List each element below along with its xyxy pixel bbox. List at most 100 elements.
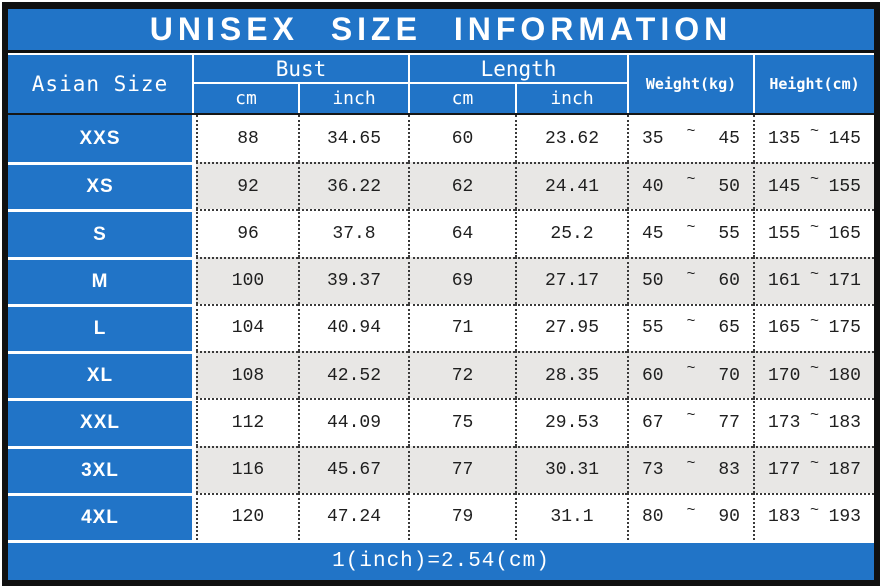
height-range: 135 ~ 145 <box>753 115 874 163</box>
size-label: S <box>8 209 192 257</box>
weight-max: 65 <box>718 318 740 339</box>
bust-inch-value: 40.94 <box>298 303 408 352</box>
height-min: 161 <box>768 271 801 292</box>
column-gap <box>192 162 196 210</box>
table-body: XXS 88 34.65 60 23.62 35 ~ 45 135 ~ 145 <box>8 115 874 540</box>
weight-min: 55 <box>642 318 664 339</box>
column-gap <box>192 445 196 493</box>
height-min: 135 <box>768 128 801 149</box>
column-gap <box>192 492 196 540</box>
header-length-cm: cm <box>410 84 515 113</box>
height-max: 187 <box>828 460 861 481</box>
tilde-glyph: ~ <box>809 501 819 519</box>
size-label: XL <box>8 351 192 399</box>
weight-max: 77 <box>718 412 740 433</box>
tilde-glyph: ~ <box>809 360 819 378</box>
tilde-glyph: ~ <box>686 501 696 519</box>
weight-min: 60 <box>642 365 664 386</box>
length-cm-value: 75 <box>408 398 515 446</box>
weight-range: 55 ~ 65 <box>627 303 753 352</box>
bust-cm-value: 96 <box>196 209 298 257</box>
size-label: L <box>8 303 192 352</box>
tilde-glyph: ~ <box>809 171 819 189</box>
table-row: 4XL 120 47.24 79 31.1 80 ~ 90 183 ~ 193 <box>8 492 874 540</box>
weight-range: 80 ~ 90 <box>627 492 753 540</box>
column-gap <box>192 256 196 304</box>
height-min: 177 <box>768 460 801 481</box>
size-label: 4XL <box>8 492 192 540</box>
table-row: XXS 88 34.65 60 23.62 35 ~ 45 135 ~ 145 <box>8 115 874 163</box>
table-row: S 96 37.8 64 25.2 45 ~ 55 155 ~ 165 <box>8 209 874 257</box>
tilde-glyph: ~ <box>809 312 819 330</box>
tilde-glyph: ~ <box>686 171 696 189</box>
bust-cm-value: 116 <box>196 445 298 493</box>
height-max: 193 <box>828 507 861 528</box>
length-cm-value: 72 <box>408 351 515 399</box>
length-cm-value: 69 <box>408 256 515 304</box>
tilde-glyph: ~ <box>809 265 819 283</box>
conversion-note: 1(inch)=2.54(cm) <box>8 540 874 580</box>
length-cm-value: 77 <box>408 445 515 493</box>
bust-inch-value: 45.67 <box>298 445 408 493</box>
tilde-glyph: ~ <box>686 123 696 141</box>
weight-max: 55 <box>718 224 740 245</box>
tilde-glyph: ~ <box>809 218 819 236</box>
height-min: 183 <box>768 507 801 528</box>
tilde-glyph: ~ <box>686 312 696 330</box>
table-row: M 100 39.37 69 27.17 50 ~ 60 161 ~ 171 <box>8 256 874 304</box>
weight-min: 35 <box>642 128 664 149</box>
height-range: 173 ~ 183 <box>753 398 874 446</box>
length-inch-value: 23.62 <box>515 115 627 163</box>
weight-max: 83 <box>718 460 740 481</box>
height-range: 145 ~ 155 <box>753 162 874 210</box>
tilde-glyph: ~ <box>809 123 819 141</box>
column-gap <box>192 209 196 257</box>
weight-min: 67 <box>642 412 664 433</box>
weight-range: 60 ~ 70 <box>627 351 753 399</box>
length-cm-value: 60 <box>408 115 515 163</box>
size-label: XS <box>8 162 192 210</box>
height-range: 165 ~ 175 <box>753 303 874 352</box>
bust-cm-value: 92 <box>196 162 298 210</box>
tilde-glyph: ~ <box>686 360 696 378</box>
chart-title: UNISEX SIZE INFORMATION <box>8 9 874 53</box>
header-bust-cm: cm <box>194 84 298 113</box>
column-gap <box>192 351 196 399</box>
length-inch-value: 25.2 <box>515 209 627 257</box>
tilde-glyph: ~ <box>809 454 819 472</box>
bust-cm-value: 88 <box>196 115 298 163</box>
length-cm-value: 79 <box>408 492 515 540</box>
bust-inch-value: 34.65 <box>298 115 408 163</box>
weight-range: 50 ~ 60 <box>627 256 753 304</box>
header-weight: Weight(kg) <box>629 55 753 113</box>
bust-cm-value: 104 <box>196 303 298 352</box>
height-max: 183 <box>828 412 861 433</box>
table-row: XS 92 36.22 62 24.41 40 ~ 50 145 ~ 155 <box>8 162 874 210</box>
weight-min: 50 <box>642 271 664 292</box>
length-inch-value: 29.53 <box>515 398 627 446</box>
weight-max: 50 <box>718 176 740 197</box>
weight-min: 73 <box>642 460 664 481</box>
length-cm-value: 64 <box>408 209 515 257</box>
table-row: L 104 40.94 71 27.95 55 ~ 65 165 ~ 175 <box>8 303 874 352</box>
bust-inch-value: 42.52 <box>298 351 408 399</box>
length-inch-value: 27.95 <box>515 303 627 352</box>
size-label: XXL <box>8 398 192 446</box>
weight-range: 40 ~ 50 <box>627 162 753 210</box>
bust-cm-value: 100 <box>196 256 298 304</box>
length-inch-value: 28.35 <box>515 351 627 399</box>
header-bust: Bust <box>194 55 408 82</box>
bust-inch-value: 37.8 <box>298 209 408 257</box>
size-label: XXS <box>8 115 192 163</box>
tilde-glyph: ~ <box>686 454 696 472</box>
weight-max: 90 <box>718 507 740 528</box>
height-range: 155 ~ 165 <box>753 209 874 257</box>
weight-range: 45 ~ 55 <box>627 209 753 257</box>
bust-cm-value: 120 <box>196 492 298 540</box>
header-bust-inch: inch <box>300 84 408 113</box>
bust-inch-value: 36.22 <box>298 162 408 210</box>
weight-min: 45 <box>642 224 664 245</box>
header-asian-size: Asian Size <box>8 55 192 113</box>
table-header: Asian Size Bust Length Weight(kg) Height… <box>8 53 874 115</box>
length-inch-value: 30.31 <box>515 445 627 493</box>
